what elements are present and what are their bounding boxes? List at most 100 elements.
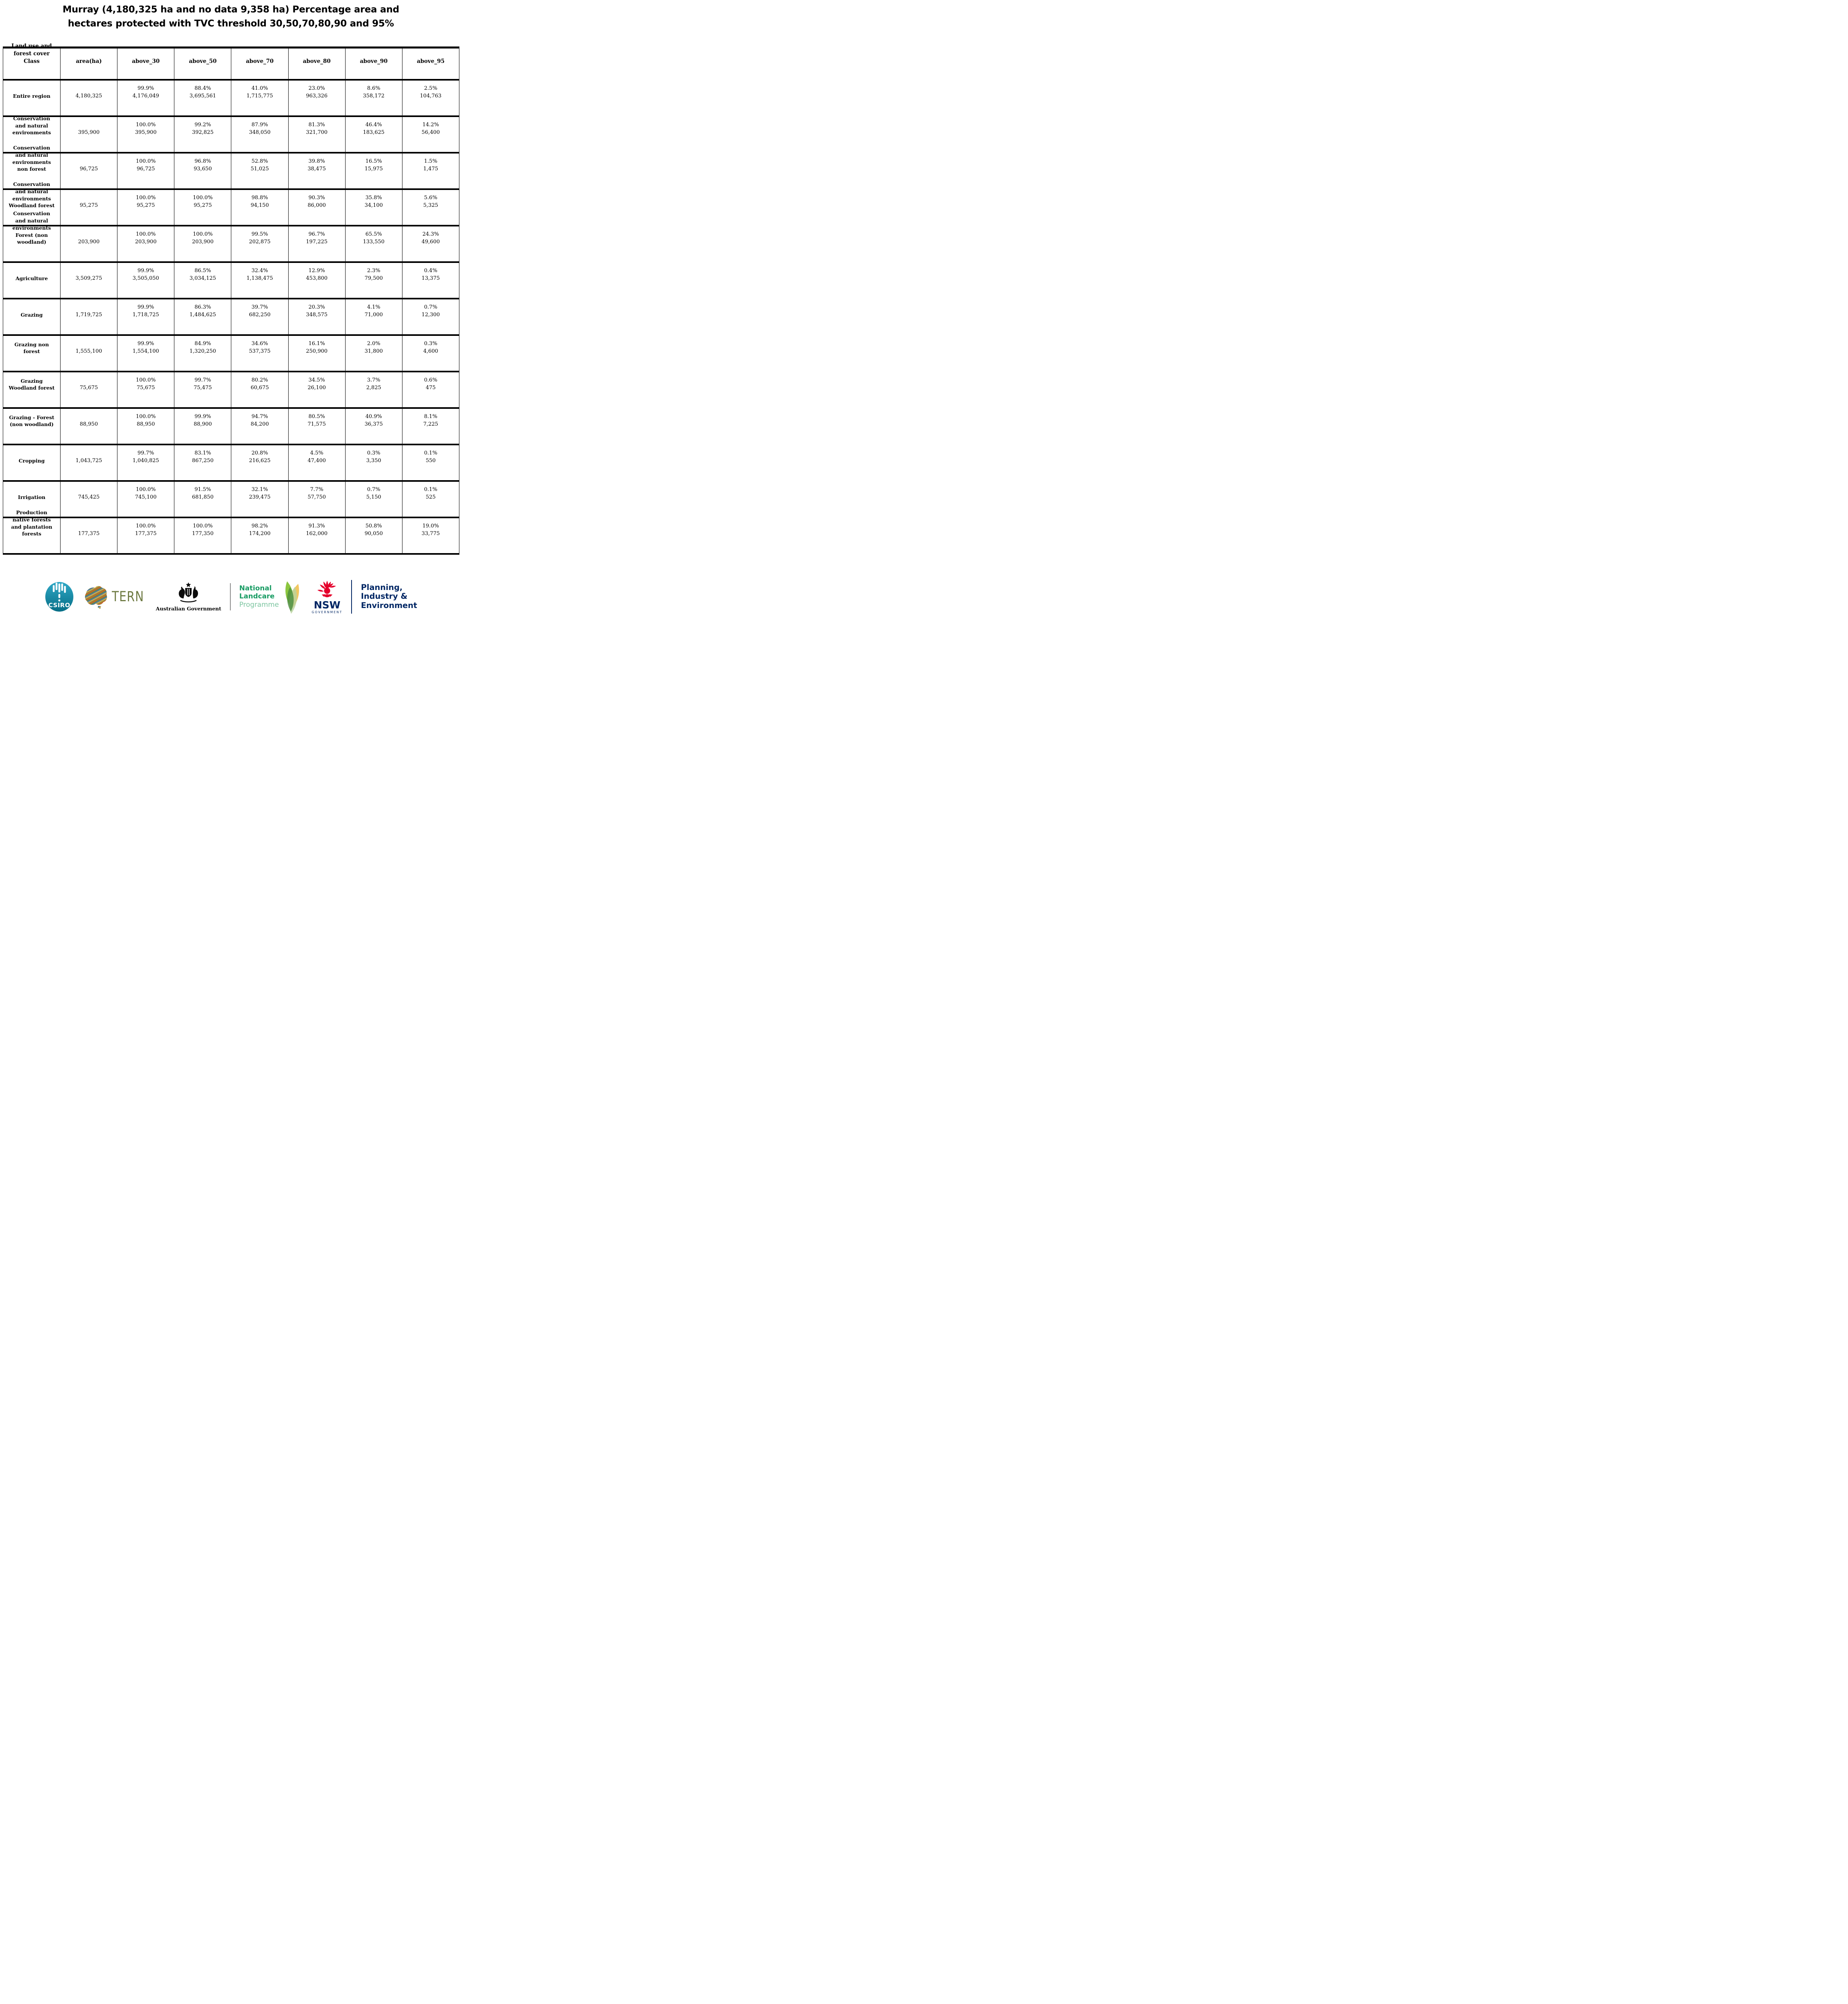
threshold-cell-90: 35.8% 34,100 [345, 188, 402, 226]
table-row: Cropping 1,043,725 99.7% 1,040,825 83.1% 8… [3, 443, 459, 481]
hectares-value: 38,475 [307, 166, 326, 172]
percent-value: 40.9% [365, 414, 382, 420]
row-label: Conservation and natural environments no… [12, 145, 51, 172]
percent-value: 96.7% [308, 231, 325, 238]
hectares-value: 3,034,125 [189, 275, 216, 281]
threshold-cell-50: 86.5% 3,034,125 [174, 261, 231, 299]
threshold-cell-50: 86.3% 1,484,625 [174, 297, 231, 335]
table-row: Grazing Woodland forest 75,675 100.0% 75,… [3, 370, 459, 408]
national-landcare-logo: National Landcare Programme [239, 579, 303, 614]
threshold-cell-70: 41.0% 1,715,775 [231, 79, 289, 116]
row-label-cell: Conservation and natural environments [3, 115, 61, 153]
hectares-value: 4,176,049 [132, 93, 159, 99]
threshold-cell-70: 32.4% 1,138,475 [231, 261, 289, 299]
percent-value: 80.5% [308, 414, 325, 420]
percent-value: 46.4% [365, 122, 382, 128]
threshold-cell-50: 91.5% 681,850 [174, 480, 231, 517]
threshold-cell-95: 1.5% 1,475 [402, 152, 459, 189]
row-label-cell: Conservation and natural environments Fo… [3, 210, 61, 262]
nsw-government-label: GOVERNMENT [311, 610, 343, 614]
row-label: Agriculture [15, 275, 48, 282]
hectares-value: 3,505,050 [132, 275, 159, 281]
percent-value: 91.3% [308, 523, 325, 529]
area-value: 203,900 [78, 238, 100, 245]
percent-value: 86.5% [194, 268, 211, 274]
area-cell: 95,275 [60, 188, 117, 226]
percent-value: 99.5% [251, 231, 268, 238]
hectares-value: 525 [426, 494, 436, 500]
national-landcare-wordmark: National Landcare Programme [239, 584, 279, 609]
table-row: Irrigation 745,425 100.0% 745,100 91.5% 68… [3, 480, 459, 517]
threshold-cell-30: 99.9% 1,718,725 [117, 297, 174, 335]
percent-value: 100.0% [193, 195, 213, 201]
percent-value: 20.8% [251, 450, 268, 457]
threshold-cell-90: 2.3% 79,500 [345, 261, 402, 299]
percent-value: 3.7% [367, 377, 380, 384]
hectares-value: 1,484,625 [189, 311, 216, 318]
percent-value: 16.1% [308, 341, 325, 347]
percent-value: 94.7% [251, 414, 268, 420]
column-header-above-70: above_70 [231, 47, 289, 80]
area-cell: 177,375 [60, 516, 117, 554]
hectares-value: 60,675 [251, 384, 269, 391]
hectares-value: 13,375 [421, 275, 440, 281]
threshold-cell-90: 8.6% 358,172 [345, 79, 402, 116]
hectares-value: 177,350 [192, 530, 214, 537]
percent-value: 100.0% [135, 523, 156, 529]
hectares-value: 203,900 [192, 238, 214, 245]
row-label-cell: Grazing non forest [3, 334, 61, 372]
threshold-cell-95: 24.3% 49,600 [402, 224, 459, 262]
percent-value: 41.0% [251, 85, 268, 92]
percent-value: 99.9% [137, 85, 154, 92]
area-value: 745,425 [78, 494, 100, 500]
percent-value: 12.9% [308, 268, 325, 274]
area-cell: 1,555,100 [60, 334, 117, 372]
percent-value: 100.0% [135, 195, 156, 201]
table-row: Grazing - Forest (non woodland) 88,950 1… [3, 407, 459, 444]
threshold-cell-90: 50.8% 90,050 [345, 516, 402, 554]
hectares-value: 745,100 [135, 494, 157, 500]
percent-value: 99.9% [137, 341, 154, 347]
hectares-value: 36,375 [364, 421, 383, 427]
threshold-cell-30: 100.0% 203,900 [117, 224, 174, 262]
percent-value: 98.2% [251, 523, 268, 529]
row-label-cell: Production native forests and plantation… [3, 509, 61, 554]
threshold-cell-50: 99.7% 75,475 [174, 370, 231, 408]
percent-value: 86.3% [194, 304, 211, 311]
percent-value: 100.0% [135, 231, 156, 238]
percent-value: 99.7% [137, 450, 154, 457]
hectares-value: 183,625 [363, 129, 385, 135]
percent-value: 0.1% [424, 487, 437, 493]
hectares-value: 395,900 [135, 129, 157, 135]
hectares-value: 26,100 [307, 384, 326, 391]
percent-value: 100.0% [135, 122, 156, 128]
table-header-row: Land use and forest cover Class area(ha)… [3, 43, 459, 80]
percent-value: 87.9% [251, 122, 268, 128]
percent-value: 83.1% [194, 450, 211, 457]
area-cell: 395,900 [60, 115, 117, 153]
nsw-wordmark: NSW [313, 599, 341, 611]
row-label-cell: Agriculture [3, 261, 61, 299]
hectares-value: 1,040,825 [132, 457, 159, 464]
hectares-value: 1,554,100 [132, 348, 159, 354]
threshold-cell-70: 20.8% 216,625 [231, 443, 289, 481]
threshold-cell-50: 100.0% 177,350 [174, 516, 231, 554]
planning-industry-environment-wordmark: Planning, Industry & Environment [361, 582, 417, 610]
threshold-cell-90: 3.7% 2,825 [345, 370, 402, 408]
hectares-value: 348,050 [249, 129, 271, 135]
threshold-cell-95: 5.6% 5,325 [402, 188, 459, 226]
threshold-cell-80: 12.9% 453,800 [288, 261, 346, 299]
table-rows: Land use and forest cover Class area(ha)… [3, 43, 459, 554]
threshold-cell-70: 32.1% 239,475 [231, 480, 289, 517]
percent-value: 99.9% [137, 268, 154, 274]
row-label-cell: Irrigation [3, 480, 61, 517]
percent-value: 24.3% [422, 231, 439, 238]
threshold-cell-30: 100.0% 96,725 [117, 152, 174, 189]
hectares-value: 71,575 [307, 421, 326, 427]
percent-value: 20.3% [308, 304, 325, 311]
hectares-value: 550 [426, 457, 436, 464]
percent-value: 100.0% [135, 158, 156, 165]
row-label: Entire region [13, 93, 51, 99]
threshold-cell-95: 8.1% 7,225 [402, 407, 459, 444]
threshold-cell-90: 0.7% 5,150 [345, 480, 402, 517]
